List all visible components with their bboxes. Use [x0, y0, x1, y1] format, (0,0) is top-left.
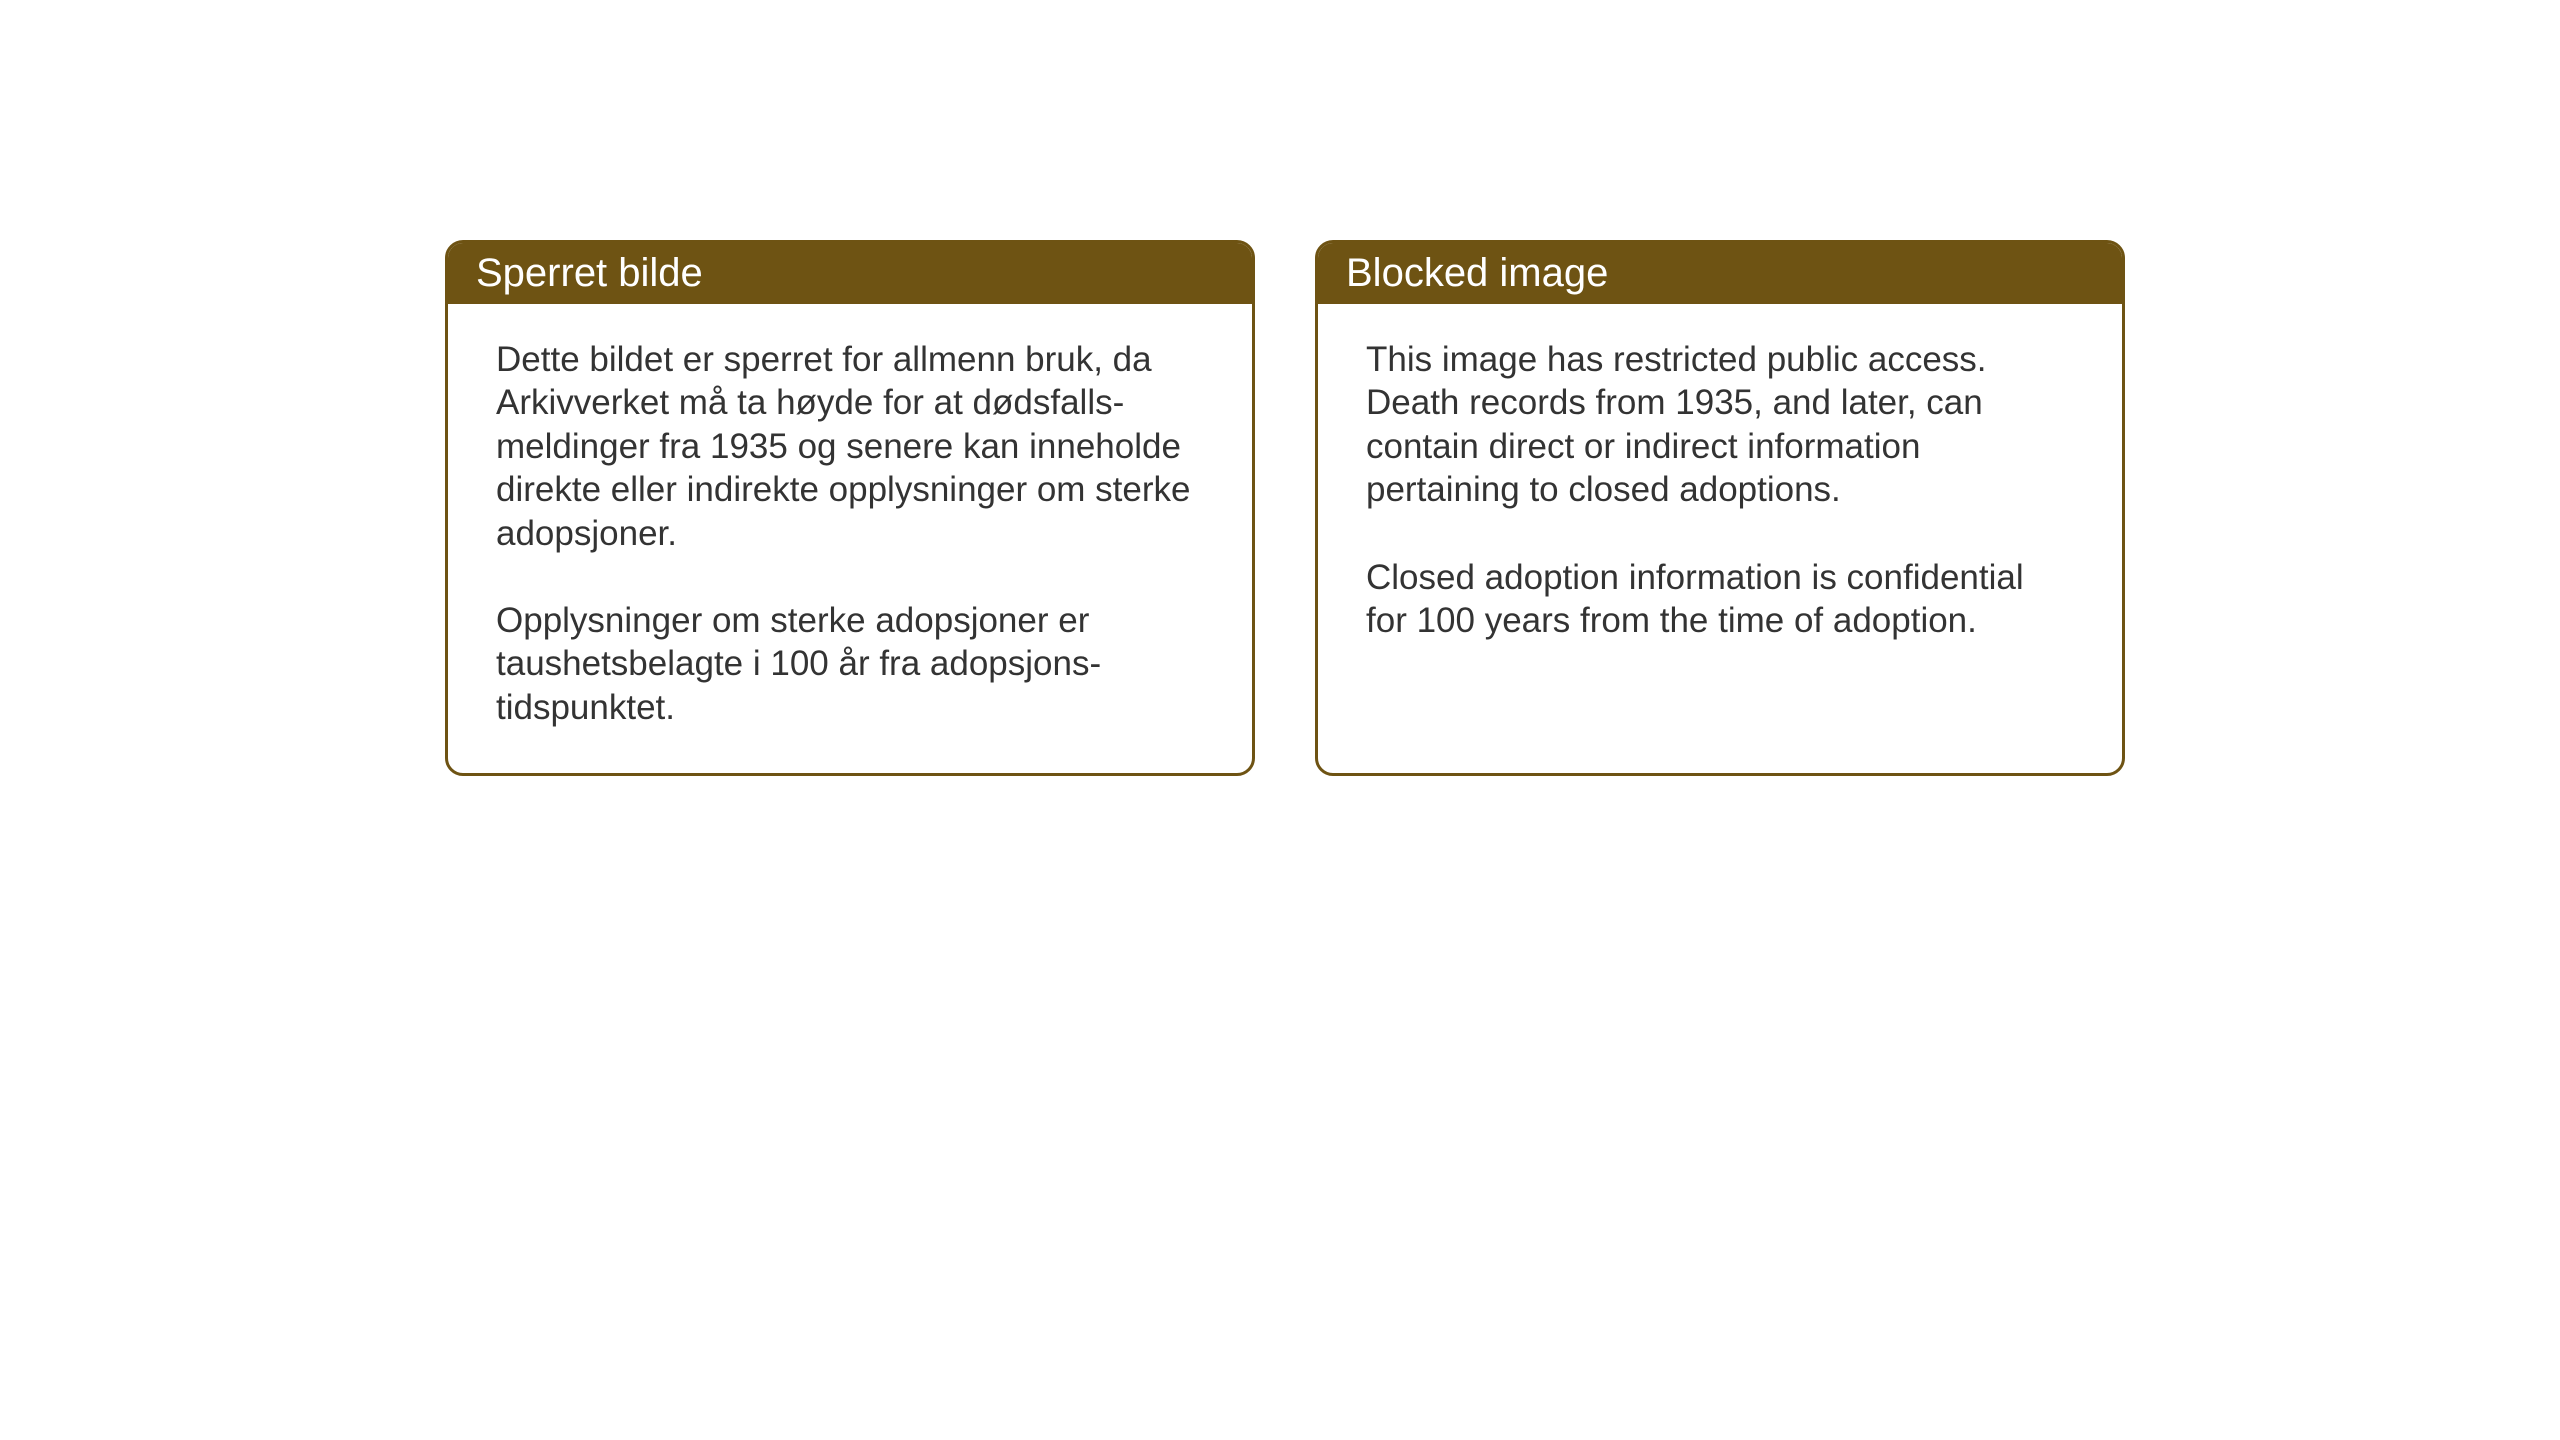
- notice-card-norwegian: Sperret bilde Dette bildet er sperret fo…: [445, 240, 1255, 776]
- notice-paragraph-1-english: This image has restricted public access.…: [1366, 338, 2074, 512]
- notice-card-english: Blocked image This image has restricted …: [1315, 240, 2125, 776]
- notice-body-norwegian: Dette bildet er sperret for allmenn bruk…: [448, 304, 1252, 773]
- notice-header-english: Blocked image: [1318, 243, 2122, 304]
- notice-title-english: Blocked image: [1346, 251, 1608, 295]
- notice-title-norwegian: Sperret bilde: [476, 251, 703, 295]
- notice-container: Sperret bilde Dette bildet er sperret fo…: [445, 240, 2125, 776]
- notice-paragraph-2-english: Closed adoption information is confident…: [1366, 556, 2074, 643]
- notice-paragraph-1-norwegian: Dette bildet er sperret for allmenn bruk…: [496, 338, 1204, 555]
- notice-header-norwegian: Sperret bilde: [448, 243, 1252, 304]
- notice-body-english: This image has restricted public access.…: [1318, 304, 2122, 686]
- notice-paragraph-2-norwegian: Opplysninger om sterke adopsjoner er tau…: [496, 599, 1204, 729]
